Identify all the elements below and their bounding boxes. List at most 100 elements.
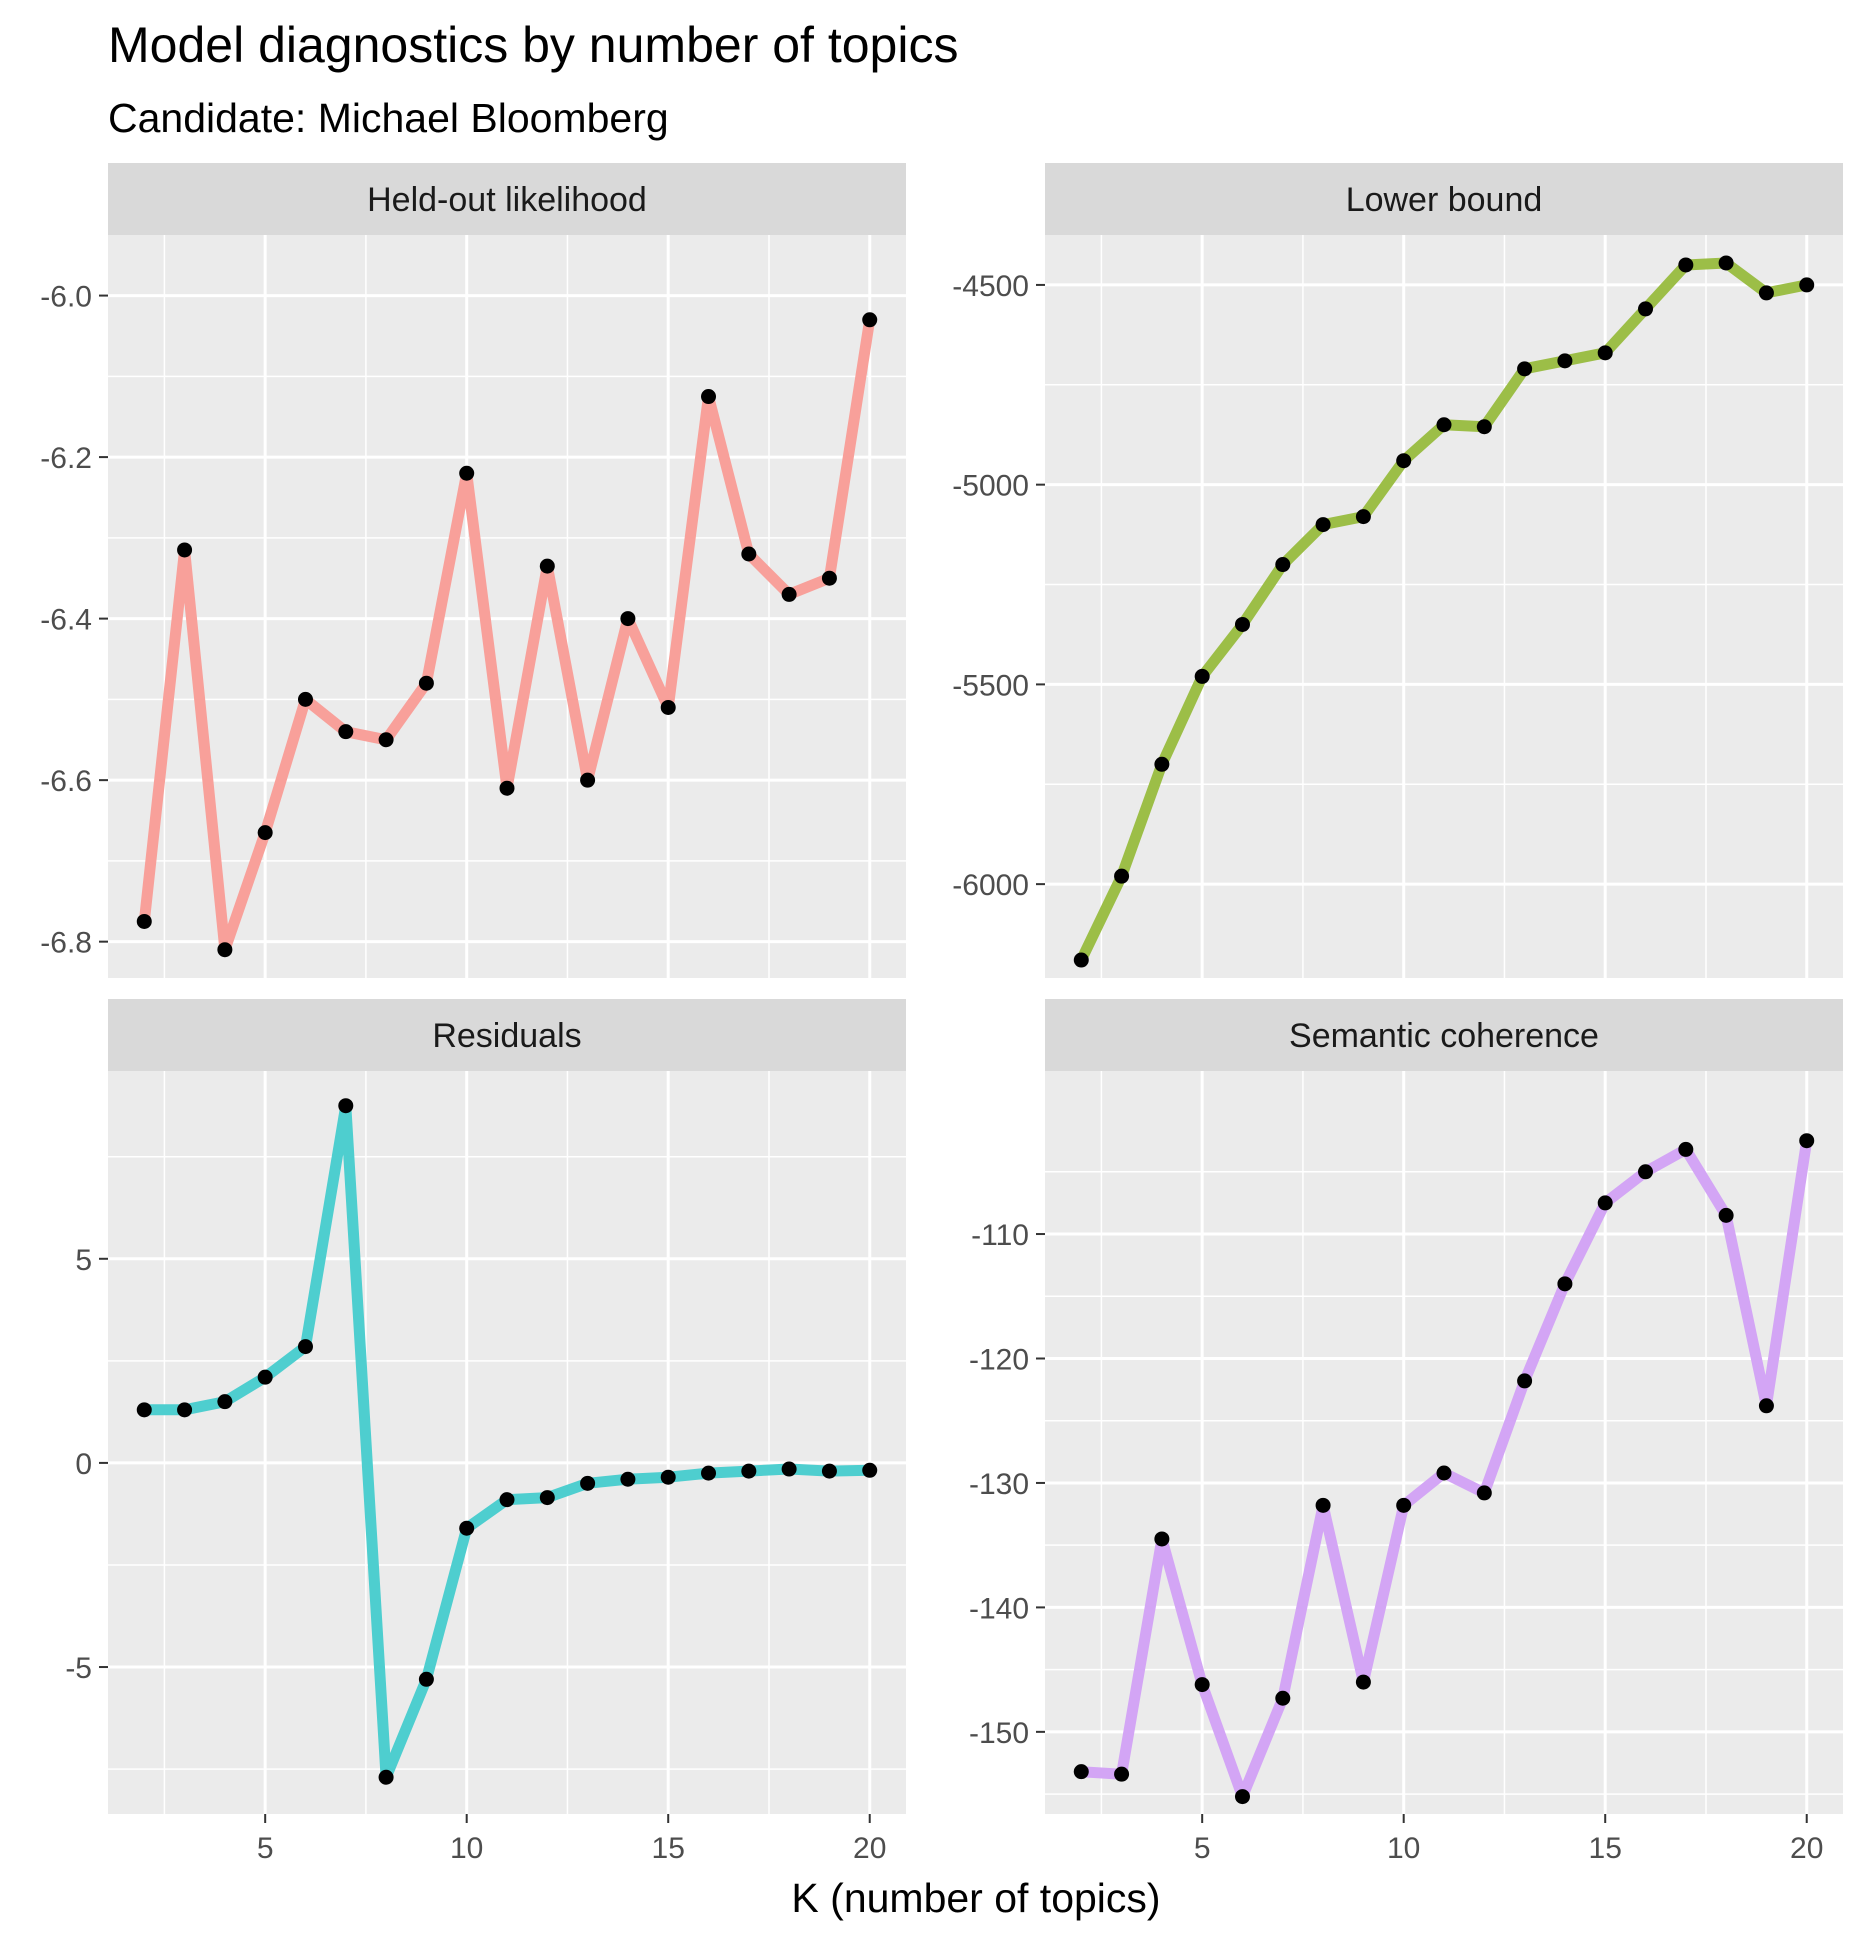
strip-label-residuals: Residuals xyxy=(432,1017,581,1055)
y-tick-label: -120 xyxy=(969,1343,1029,1376)
data-point-lower-bound xyxy=(1758,285,1774,301)
y-tick-label: -140 xyxy=(969,1592,1029,1625)
data-point-semantic-coherence xyxy=(1436,1465,1452,1481)
strip-label-held-out-likelihood: Held-out likelihood xyxy=(367,181,647,219)
data-point-residuals xyxy=(821,1463,837,1479)
data-point-residuals xyxy=(701,1465,717,1481)
data-point-semantic-coherence xyxy=(1718,1207,1734,1223)
data-point-held-out-likelihood xyxy=(821,570,837,586)
data-point-semantic-coherence xyxy=(1678,1141,1694,1157)
panel-background-residuals xyxy=(108,1071,906,1814)
data-point-lower-bound xyxy=(1234,616,1250,632)
y-tick-label: -6.4 xyxy=(40,604,92,637)
strip-residuals xyxy=(108,999,906,1071)
x-tick-label: 20 xyxy=(1790,1832,1823,1865)
data-point-lower-bound xyxy=(1114,868,1130,884)
panel-lower-bound: Lower bound -4500 -5000 -5500 -6000 xyxy=(952,163,1843,978)
data-point-residuals xyxy=(580,1475,596,1491)
x-tick-label: 10 xyxy=(1387,1832,1420,1865)
strip-semantic-coherence xyxy=(1045,999,1843,1071)
y-tick-label: -6.0 xyxy=(40,281,92,314)
strip-held-out-likelihood xyxy=(108,163,906,235)
y-tick-label: -130 xyxy=(969,1468,1029,1501)
data-point-semantic-coherence xyxy=(1315,1497,1331,1513)
data-point-residuals xyxy=(862,1462,878,1478)
data-point-residuals xyxy=(378,1769,394,1785)
data-point-held-out-likelihood xyxy=(338,724,354,740)
x-tick-label: 5 xyxy=(257,1832,274,1865)
data-point-lower-bound xyxy=(1073,952,1089,968)
data-point-residuals xyxy=(539,1490,555,1506)
y-tick-label: -6000 xyxy=(952,869,1029,902)
data-point-held-out-likelihood xyxy=(741,546,757,562)
data-point-held-out-likelihood xyxy=(701,389,717,405)
data-point-lower-bound xyxy=(1315,517,1331,533)
data-point-held-out-likelihood xyxy=(459,465,475,481)
strip-label-semantic-coherence: Semantic coherence xyxy=(1289,1017,1599,1055)
data-point-lower-bound xyxy=(1436,417,1452,433)
data-point-semantic-coherence xyxy=(1638,1164,1654,1180)
data-point-residuals xyxy=(418,1671,434,1687)
data-point-lower-bound xyxy=(1678,257,1694,273)
y-tick-label: -6.6 xyxy=(40,765,92,798)
data-point-residuals xyxy=(620,1471,636,1487)
data-point-held-out-likelihood xyxy=(580,772,596,788)
data-point-semantic-coherence xyxy=(1557,1276,1573,1292)
data-point-lower-bound xyxy=(1275,557,1291,573)
data-point-semantic-coherence xyxy=(1154,1531,1170,1547)
data-point-semantic-coherence xyxy=(1758,1398,1774,1414)
data-point-held-out-likelihood xyxy=(297,691,313,707)
y-tick-label: 0 xyxy=(75,1448,92,1481)
panel-semantic-coherence: Semantic coherence -110 -120 -130 -140 -150 5 1… xyxy=(969,999,1843,1865)
data-point-semantic-coherence xyxy=(1396,1497,1412,1513)
data-point-residuals xyxy=(217,1394,233,1410)
data-point-held-out-likelihood xyxy=(378,732,394,748)
data-point-lower-bound xyxy=(1476,419,1492,435)
chart-subtitle: Candidate: Michael Bloomberg xyxy=(108,95,669,141)
y-tick-label: 5 xyxy=(75,1244,92,1277)
data-point-lower-bound xyxy=(1396,453,1412,469)
data-point-residuals xyxy=(338,1098,354,1114)
data-point-semantic-coherence xyxy=(1234,1789,1250,1805)
y-tick-label: -5500 xyxy=(952,669,1029,702)
data-point-held-out-likelihood xyxy=(177,542,193,558)
panel-background-lower-bound xyxy=(1045,235,1843,978)
data-point-lower-bound xyxy=(1718,255,1734,271)
panel-background-held-out-likelihood xyxy=(108,235,906,978)
data-point-semantic-coherence xyxy=(1517,1373,1533,1389)
data-point-lower-bound xyxy=(1557,353,1573,369)
data-point-semantic-coherence xyxy=(1597,1195,1613,1211)
y-tick-label: -6.8 xyxy=(40,927,92,960)
data-point-semantic-coherence xyxy=(1194,1677,1210,1693)
x-tick-label: 15 xyxy=(1589,1832,1622,1865)
data-point-held-out-likelihood xyxy=(217,942,233,958)
data-point-held-out-likelihood xyxy=(660,699,676,715)
data-point-residuals xyxy=(459,1520,475,1536)
data-point-held-out-likelihood xyxy=(418,675,434,691)
panel-residuals: Residuals 5 0 -5 5 10 15 20 xyxy=(65,999,906,1865)
data-point-residuals xyxy=(297,1339,313,1355)
data-point-lower-bound xyxy=(1597,345,1613,361)
x-tick-label: 10 xyxy=(450,1832,483,1865)
data-point-lower-bound xyxy=(1799,277,1815,293)
data-point-held-out-likelihood xyxy=(257,825,273,841)
y-tick-label: -150 xyxy=(969,1717,1029,1750)
x-tick-label: 15 xyxy=(652,1832,685,1865)
y-tick-label: -110 xyxy=(971,1219,1029,1252)
x-tick-label: 20 xyxy=(853,1832,886,1865)
data-point-residuals xyxy=(257,1369,273,1385)
panel-held-out-likelihood: Held-out likelihood -6.0 -6.2 -6.4 -6.6 -6.8 xyxy=(40,163,906,978)
data-point-lower-bound xyxy=(1638,301,1654,317)
y-tick-label: -4500 xyxy=(952,270,1029,303)
data-point-residuals xyxy=(741,1463,757,1479)
data-point-residuals xyxy=(136,1402,152,1418)
data-point-residuals xyxy=(781,1461,797,1477)
data-point-lower-bound xyxy=(1355,509,1371,525)
x-tick-label: 5 xyxy=(1194,1832,1211,1865)
data-point-lower-bound xyxy=(1194,668,1210,684)
data-point-semantic-coherence xyxy=(1355,1674,1371,1690)
data-point-held-out-likelihood xyxy=(862,312,878,328)
chart-title: Model diagnostics by number of topics xyxy=(108,17,958,73)
data-point-held-out-likelihood xyxy=(620,611,636,627)
